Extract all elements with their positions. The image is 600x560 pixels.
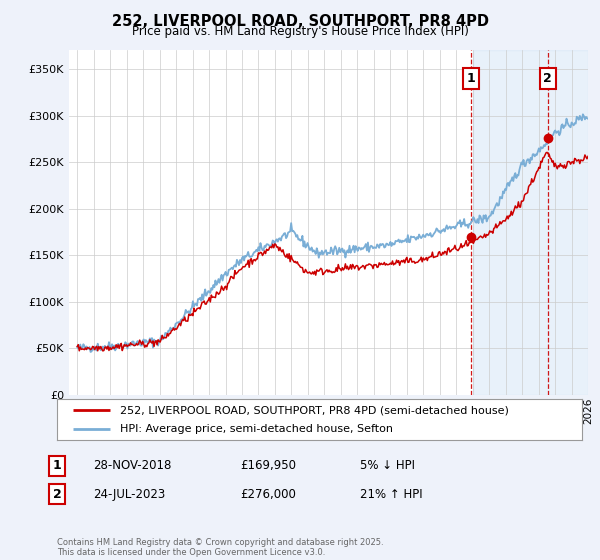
Text: 1: 1	[53, 459, 61, 473]
Text: £276,000: £276,000	[240, 488, 296, 501]
Text: 28-NOV-2018: 28-NOV-2018	[93, 459, 172, 473]
Text: Price paid vs. HM Land Registry's House Price Index (HPI): Price paid vs. HM Land Registry's House …	[131, 25, 469, 38]
Text: 2: 2	[53, 488, 61, 501]
Bar	[473, 50, 588, 395]
Text: 1: 1	[467, 72, 476, 85]
Text: 252, LIVERPOOL ROAD, SOUTHPORT, PR8 4PD: 252, LIVERPOOL ROAD, SOUTHPORT, PR8 4PD	[112, 14, 488, 29]
Text: 2: 2	[544, 72, 552, 85]
Text: £169,950: £169,950	[240, 459, 296, 473]
Text: 24-JUL-2023: 24-JUL-2023	[93, 488, 165, 501]
Text: Contains HM Land Registry data © Crown copyright and database right 2025.
This d: Contains HM Land Registry data © Crown c…	[57, 538, 383, 557]
Text: 252, LIVERPOOL ROAD, SOUTHPORT, PR8 4PD (semi-detached house): 252, LIVERPOOL ROAD, SOUTHPORT, PR8 4PD …	[120, 405, 509, 415]
Text: 5% ↓ HPI: 5% ↓ HPI	[360, 459, 415, 473]
Text: HPI: Average price, semi-detached house, Sefton: HPI: Average price, semi-detached house,…	[120, 424, 393, 433]
Text: 21% ↑ HPI: 21% ↑ HPI	[360, 488, 422, 501]
